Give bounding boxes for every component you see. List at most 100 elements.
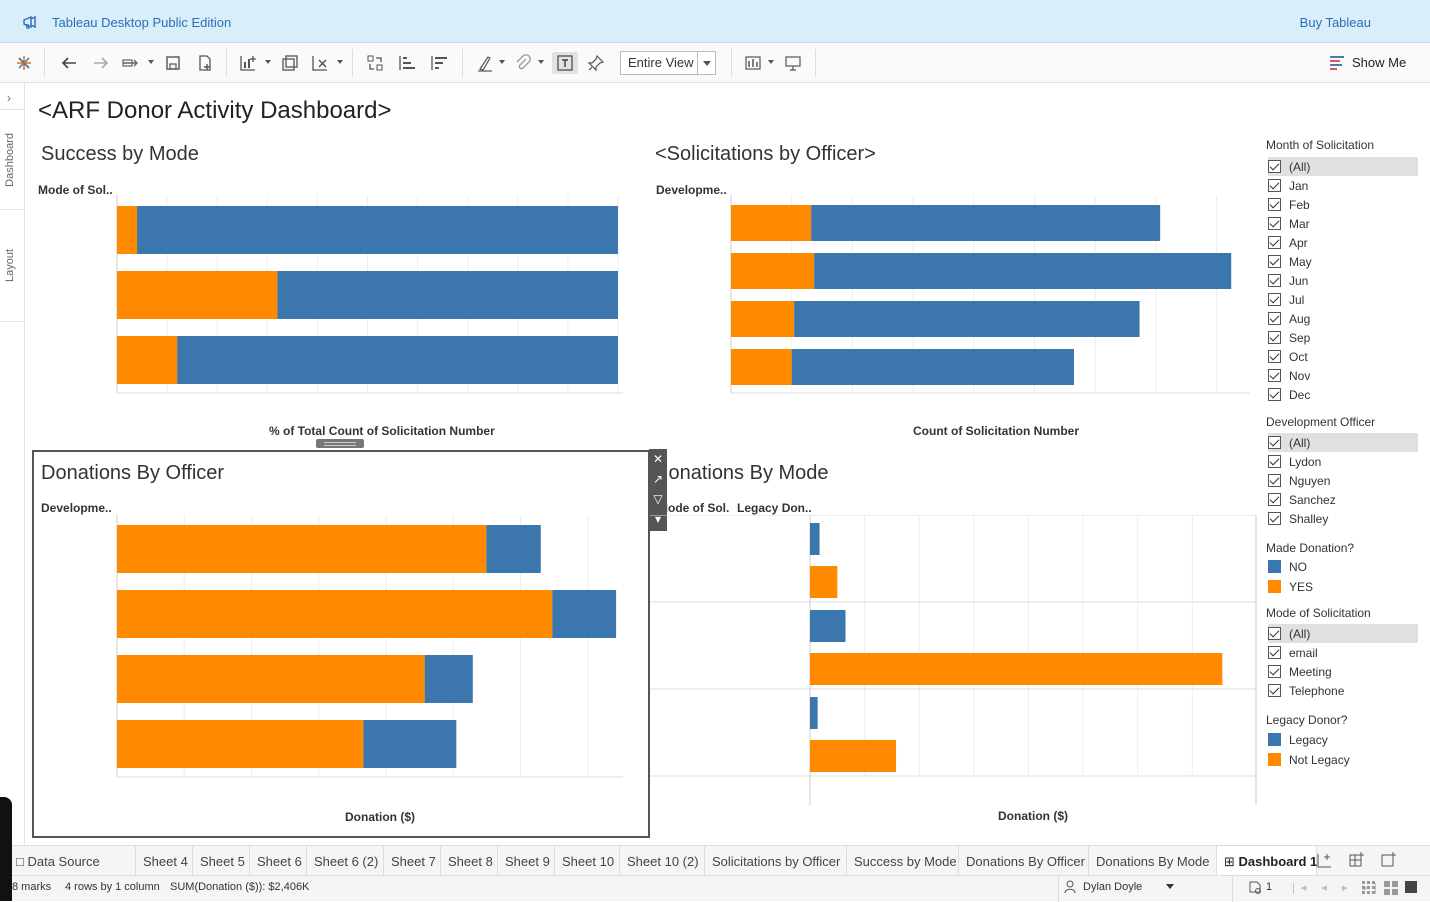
month-filter-item[interactable]: Jun	[1268, 271, 1418, 290]
month-filter-item[interactable]: Sep	[1268, 328, 1418, 347]
dashboard-pane-tab[interactable]: Dashboard	[4, 133, 16, 187]
sheet-tab[interactable]: Sheet 7	[384, 846, 441, 876]
bar-yes[interactable]	[731, 301, 795, 337]
tab-view-icon[interactable]	[1405, 881, 1417, 893]
legacy-filter-item[interactable]: Legacy	[1268, 730, 1418, 749]
bar-not-legacy[interactable]	[810, 653, 1223, 685]
add-datasource-icon[interactable]	[194, 52, 216, 74]
month-filter-item[interactable]: Jan	[1268, 176, 1418, 195]
sheet-tab[interactable]: Sheet 4	[136, 846, 193, 876]
bar-legacy[interactable]	[810, 523, 820, 555]
duplicate-sheet-icon[interactable]	[279, 52, 301, 74]
legacy-filter-item[interactable]: Not Legacy	[1268, 750, 1418, 769]
month-filter-item[interactable]: May	[1268, 252, 1418, 271]
sheet-tab[interactable]: Sheet 5	[193, 846, 250, 876]
tableau-logo-icon[interactable]	[13, 52, 35, 74]
month-filter-item[interactable]: Mar	[1268, 214, 1418, 233]
fit-view-select[interactable]: Entire View	[620, 51, 716, 75]
new-story-tab-icon[interactable]	[1381, 852, 1396, 867]
remove-zone-icon[interactable]: ✕	[652, 452, 664, 466]
donations-by-mode-chart[interactable]	[650, 515, 1258, 805]
bar-no[interactable]	[794, 301, 1140, 337]
officer-filter-item[interactable]: Lydon	[1268, 452, 1418, 471]
sheet-tab[interactable]: Sheet 8	[441, 846, 498, 876]
save-icon[interactable]	[162, 52, 184, 74]
filmstrip-view-icon[interactable]	[1384, 881, 1398, 898]
sheet-tab[interactable]: Sheet 6	[250, 846, 307, 876]
donations-by-officer-chart[interactable]	[34, 515, 644, 805]
bar-not-legacy[interactable]	[810, 566, 838, 598]
month-filter-item[interactable]: Aug	[1268, 309, 1418, 328]
user-menu-chevron-icon[interactable]	[1166, 884, 1174, 889]
new-worksheet-tab-icon[interactable]	[1317, 854, 1331, 868]
use-as-filter-icon[interactable]: ▽	[653, 492, 663, 506]
officer-filter-item[interactable]: Nguyen	[1268, 471, 1418, 490]
month-filter-item[interactable]: Apr	[1268, 233, 1418, 252]
expand-chevron-icon[interactable]: ›	[7, 91, 11, 105]
attach-icon[interactable]	[512, 52, 534, 74]
success-by-mode-chart[interactable]	[30, 195, 650, 420]
sheet-navigation-arrows-icon[interactable]: |◂ ◂ ▸ ▸|	[1292, 882, 1383, 894]
selected-zone-frame[interactable]	[32, 450, 650, 838]
pin-icon[interactable]	[585, 52, 607, 74]
month-filter-item[interactable]: Dec	[1268, 385, 1418, 404]
month-filter-item[interactable]: Nov	[1268, 366, 1418, 385]
swap-rows-columns-icon[interactable]	[364, 52, 386, 74]
solicitations-by-officer-chart[interactable]	[650, 195, 1250, 420]
bar-no[interactable]	[177, 336, 618, 384]
officer-filter-item[interactable]: Shalley	[1268, 509, 1418, 528]
bar-yes[interactable]	[731, 205, 812, 241]
bar-yes[interactable]	[117, 655, 425, 703]
mode-filter-item[interactable]: (All)	[1268, 624, 1418, 643]
replay-icon[interactable]	[120, 52, 142, 74]
data-update-icon[interactable]	[1248, 880, 1262, 897]
sheet-tab[interactable]: ⊞ Dashboard 1	[1217, 846, 1317, 876]
bar-yes[interactable]	[731, 253, 815, 289]
cards-icon[interactable]	[742, 52, 764, 74]
bar-yes[interactable]	[117, 590, 553, 638]
bar-no[interactable]	[277, 271, 618, 319]
clear-sheet-icon[interactable]	[309, 52, 331, 74]
bar-yes[interactable]	[117, 271, 278, 319]
presentation-mode-icon[interactable]	[782, 52, 804, 74]
month-filter-item[interactable]: Feb	[1268, 195, 1418, 214]
go-to-sheet-icon[interactable]: ↗	[652, 472, 664, 486]
made_donation-filter-item[interactable]: YES	[1268, 577, 1418, 596]
sheet-tab[interactable]: Solicitations by Officer	[705, 846, 847, 876]
bar-no[interactable]	[814, 253, 1232, 289]
month-filter-item[interactable]: Oct	[1268, 347, 1418, 366]
bar-yes[interactable]	[117, 720, 364, 768]
sheet-tab[interactable]: Success by Mode	[847, 846, 959, 876]
zone-menu-icon[interactable]: ▾	[654, 512, 662, 526]
buy-tableau-link[interactable]: Buy Tableau	[1299, 15, 1371, 30]
undo-icon[interactable]	[58, 52, 80, 74]
bar-legacy[interactable]	[810, 610, 846, 642]
sheet-tab[interactable]: Sheet 9	[498, 846, 555, 876]
sort-ascending-icon[interactable]	[396, 52, 418, 74]
made_donation-filter-item[interactable]: NO	[1268, 557, 1418, 576]
mode-filter-item[interactable]: Meeting	[1268, 662, 1418, 681]
bar-yes[interactable]	[117, 525, 487, 573]
show-me-button[interactable]: Show Me	[1330, 55, 1406, 70]
bar-legacy[interactable]	[810, 697, 818, 729]
bar-yes[interactable]	[731, 349, 792, 385]
bar-yes[interactable]	[117, 336, 178, 384]
zone-move-handle[interactable]	[316, 439, 364, 448]
bar-no[interactable]	[363, 720, 457, 768]
sheet-tab[interactable]: Donations By Mode	[1089, 846, 1217, 876]
sheet-tab[interactable]: □ Data Source	[9, 846, 136, 876]
sheet-tab[interactable]: Sheet 10 (2)	[620, 846, 705, 876]
mode-filter-item[interactable]: email	[1268, 643, 1418, 662]
sort-descending-icon[interactable]	[428, 52, 450, 74]
sorter-view-icon[interactable]	[1362, 881, 1376, 898]
sheet-tab[interactable]: Sheet 10	[555, 846, 620, 876]
show-mark-labels-icon[interactable]	[552, 52, 578, 74]
bar-no[interactable]	[811, 205, 1161, 241]
layout-pane-tab[interactable]: Layout	[4, 249, 16, 283]
bar-no[interactable]	[486, 525, 541, 573]
officer-filter-item[interactable]: (All)	[1268, 433, 1418, 452]
sheet-tab[interactable]: Sheet 6 (2)	[307, 846, 384, 876]
highlight-icon[interactable]	[474, 52, 496, 74]
bar-yes[interactable]	[117, 206, 138, 254]
bar-not-legacy[interactable]	[810, 740, 897, 772]
